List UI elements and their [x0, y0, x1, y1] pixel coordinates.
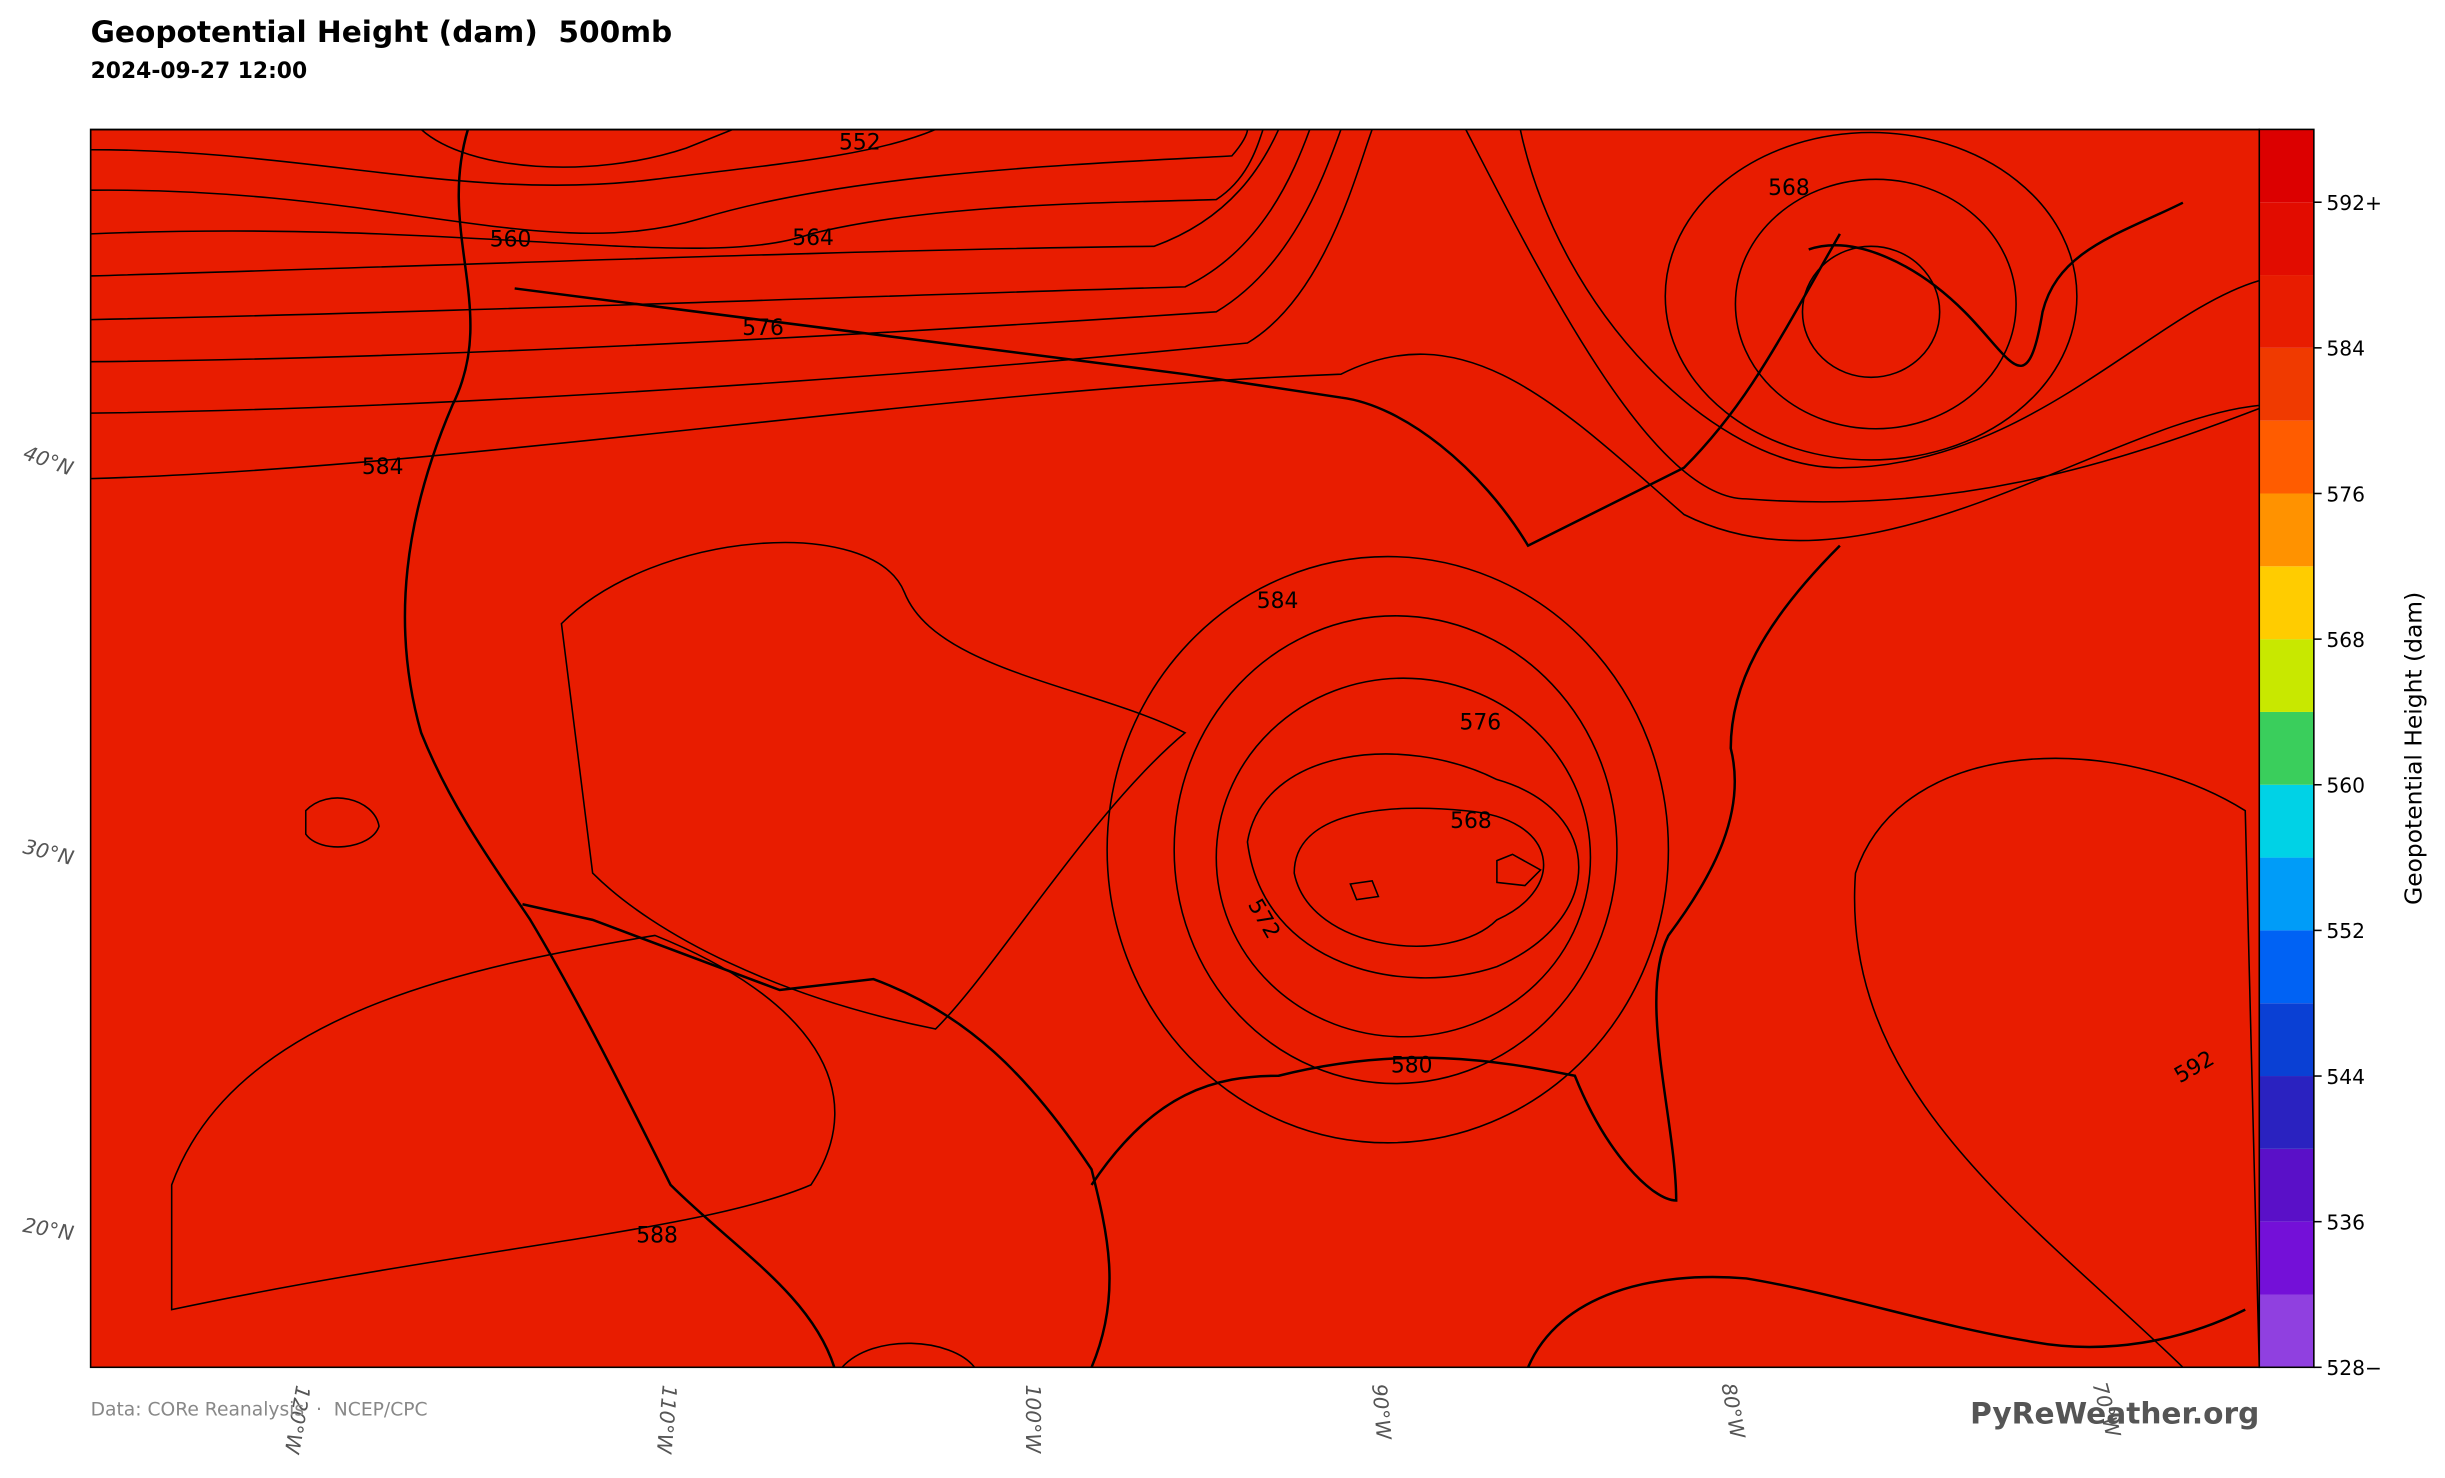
- colorbar-bin: [2259, 639, 2314, 712]
- colorbar-tick-label: 536: [2326, 1210, 2365, 1234]
- field-band: [90, 129, 1264, 249]
- colorbar-bin: [2259, 347, 2314, 421]
- field-band: [90, 129, 2260, 469]
- field-low: [1293, 807, 1545, 947]
- colorbar-bin: [2259, 1076, 2314, 1149]
- contour-label: 584: [362, 455, 404, 480]
- lat-label: 40°N: [20, 441, 76, 481]
- colorbar: 528− 536 544 552 560 568 576 584 592+: [2258, 128, 2382, 1380]
- colorbar-frame: [2258, 128, 2315, 1369]
- colorbar-bin: [2259, 566, 2314, 640]
- field-low: [1246, 753, 1580, 979]
- field-base: [90, 129, 2260, 1368]
- contour-label: 568: [1450, 809, 1492, 834]
- colorbar-tick-label: 584: [2326, 337, 2365, 361]
- colorbar-bin: [2259, 784, 2314, 858]
- colorbar-bin: [2259, 711, 2314, 785]
- source-note: Data: CORe Reanalysis · NCEP/CPC: [91, 1400, 428, 1421]
- brand: PyReWeather.org: [1970, 1396, 2259, 1430]
- colorbar-tick-label: 560: [2326, 774, 2365, 798]
- contour-label: 560: [490, 227, 532, 252]
- colorbar-bin: [2259, 1148, 2314, 1222]
- border: [522, 903, 1111, 1368]
- border: [514, 233, 1841, 548]
- colorbar-bin: [2259, 275, 2314, 348]
- field-low: [1496, 853, 1542, 887]
- colorbar-tick-label: 552: [2326, 919, 2365, 943]
- field-band: [90, 129, 2260, 542]
- field-low: [1106, 555, 1670, 1144]
- field-band: [1801, 245, 1941, 379]
- contour-label: 568: [1768, 176, 1810, 201]
- field-low: [1349, 880, 1380, 901]
- field-band: [1664, 131, 2078, 461]
- title: Geopotential Height (dam) 500mb: [91, 15, 673, 49]
- colorbar-tick-label: 544: [2326, 1065, 2365, 1089]
- coastline: [403, 129, 836, 1368]
- coastline: [1808, 201, 2184, 367]
- colorbar-tick-label: 528−: [2326, 1356, 2382, 1380]
- lon-label: 110°W: [652, 1384, 682, 1456]
- field-band: [90, 129, 2260, 503]
- contour-label: 580: [1391, 1054, 1433, 1079]
- lon-label: 90°W: [1367, 1383, 1396, 1442]
- field-low: [1173, 615, 1618, 1085]
- field-spot: [841, 1342, 976, 1368]
- colorbar-bin: [2259, 857, 2314, 931]
- colorbar-bin: [2259, 420, 2314, 494]
- colorbar-tick-label: 576: [2326, 482, 2365, 506]
- lon-label: 100°W: [1021, 1384, 1045, 1454]
- coastline: [1526, 1275, 2246, 1368]
- field-band: [90, 129, 1280, 277]
- field-high: [560, 541, 1187, 1030]
- contour-label: 588: [636, 1224, 678, 1249]
- contour-label: 552: [839, 131, 881, 156]
- field-band: [1734, 178, 2017, 430]
- colorbar-bin: [2259, 493, 2314, 567]
- colorbar-bin: [2259, 1221, 2314, 1295]
- coastline: [1090, 544, 1841, 1202]
- colorbar-bin: [2259, 1003, 2314, 1077]
- contour-label: 564: [792, 226, 834, 251]
- colorbar-bin: [2259, 129, 2314, 203]
- field-spot: [304, 797, 380, 848]
- field-band: [90, 129, 1311, 321]
- lat-label: 30°N: [21, 834, 76, 870]
- lat-label: 20°N: [21, 1213, 75, 1245]
- colorbar-bin: [2259, 1294, 2314, 1368]
- colorbar-bin: [2259, 202, 2314, 276]
- contour-label: 576: [1459, 711, 1501, 736]
- subtitle: 2024-09-27 12:00: [91, 59, 308, 84]
- colorbar-label: Geopotential Height (dam): [2399, 592, 2427, 905]
- field-high: [170, 934, 836, 1311]
- colorbar-tick-label: 568: [2326, 628, 2365, 652]
- lon-label: 80°W: [1716, 1381, 1750, 1441]
- map-field: 552 560 564 576 584 568 584 576 568 572 …: [90, 129, 2260, 1368]
- field-low: [1215, 677, 1592, 1038]
- contour-label: 576: [742, 316, 784, 341]
- field-band: [419, 129, 734, 168]
- colorbar-bin: [2259, 930, 2314, 1004]
- contour-label: 584: [1257, 589, 1299, 614]
- field-band: [90, 129, 936, 186]
- colorbar-tick-label: 592+: [2326, 191, 2382, 215]
- field-band: [90, 129, 1249, 235]
